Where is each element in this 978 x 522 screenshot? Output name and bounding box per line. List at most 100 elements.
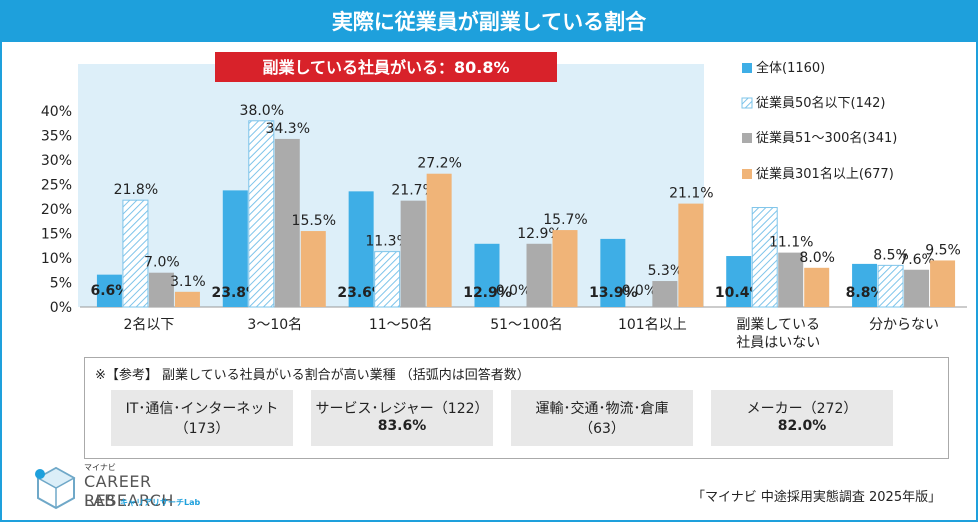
data-label: 8.8% [846,285,885,301]
legend-swatch [742,133,752,143]
data-label: 21.1% [669,186,713,202]
data-label: 7.6% [899,252,935,268]
data-label: 8.0% [799,250,835,266]
reference-item-count: （63） [579,421,625,437]
bar [552,230,578,307]
data-label: 27.2% [417,156,461,172]
reference-item-pct: 83.6% [377,418,427,434]
legend-swatch [741,97,753,109]
data-label: 3.1% [170,274,206,290]
x-tick-label: 分からない [869,317,939,333]
logo-sub-text: キャリアリサーチLab [120,498,201,507]
bar [904,269,930,307]
bar [474,243,500,307]
bar [300,231,326,307]
x-tick-label: 11～50名 [369,317,433,333]
y-tick-label: 15% [41,227,72,243]
data-label: 21.8% [114,182,158,198]
legend-swatch [742,63,752,73]
reference-item-count: （173） [174,421,230,437]
bar [778,252,804,307]
logo-line2: LAB [84,491,116,510]
bar [600,238,626,307]
highlight-label-bg [215,52,557,82]
bar [726,256,752,307]
y-tick-label: 20% [41,202,72,218]
data-label: 38.0% [240,103,284,119]
y-tick-label: 40% [41,104,72,120]
bar [426,173,452,307]
bar [852,263,878,307]
bar [348,191,374,307]
y-tick-label: 10% [41,251,72,267]
legend-label: 従業員51～300名(341) [756,130,897,146]
data-label: 12.9% [463,285,512,301]
legend-label: 従業員301名以上(677) [756,166,894,182]
y-tick-label: 0% [50,300,72,316]
x-tick-label: 51～100名 [490,317,563,333]
legend-label: 従業員50名以下(142) [756,95,886,111]
bar [122,199,149,308]
logo-small-text: マイナビ [84,463,116,472]
reference-item-it: IT･通信･インターネット （173） [111,390,293,446]
bar [930,260,956,307]
data-label: 15.7% [543,212,587,228]
y-tick-label: 5% [50,276,72,292]
data-label: 12.9% [517,226,561,242]
bar [222,190,248,307]
bar [526,243,552,307]
data-label: 11.3% [365,234,409,250]
data-label: 13.9% [589,285,638,301]
data-label: 21.7% [391,183,435,199]
x-tick-label: 3～10名 [247,317,302,333]
bar [96,274,122,307]
data-label: 7.0% [144,255,180,271]
data-label: 0.0% [622,283,658,299]
y-tick-label: 30% [41,153,72,169]
x-tick-label: 2名以下 [123,317,174,333]
x-tick-label: 101名以上 [618,317,687,333]
data-label: 23.6% [337,285,386,301]
reference-item-name: 運輸･交通･物流･倉庫 [535,401,669,417]
reference-item-name: サービス･レジャー（122） [315,401,489,417]
data-label: 0.0% [496,283,532,299]
data-label: 11.1% [769,235,813,251]
data-label: 15.5% [292,213,336,229]
career-research-lab-logo: マイナビ CAREER RESEARCH LAB キャリアリサーチLab [32,462,232,512]
bar [678,203,704,307]
y-tick-label: 25% [41,178,72,194]
bar [652,281,678,307]
bar [751,207,778,308]
source-note: 「マイナビ 中途採用実態調査 2025年版」 [692,490,942,505]
x-tick-label: 副業している [736,317,820,333]
logo-cube-icon [35,466,76,510]
data-label: 10.4% [715,285,764,301]
page-title: 実際に従業員が副業している割合 [2,2,976,42]
logo-line1: CAREER RESEARCH [84,472,174,510]
bar [174,291,200,307]
legend-label: 全体(1160) [756,60,825,76]
reference-item-transport: 運輸･交通･物流･倉庫 （63） [511,390,693,446]
bar [248,120,275,308]
reference-item-maker: メーカー（272） 82.0% [711,390,893,446]
reference-item-service: サービス･レジャー（122） 83.6% [311,390,493,446]
data-label: 5.3% [648,263,684,279]
reference-box: ※【参考】 副業している社員がいる割合が高い業種 （括弧内は回答者数） IT･通… [84,357,949,459]
reference-item-pct: 82.0% [777,418,827,434]
data-label: 34.3% [266,121,310,137]
bar-chart: 副業している社員がいる：80.8% 0% 5% 10% 15% 20% 25% 30% 35% 4… [41,52,967,351]
y-tick-label: 35% [41,129,72,145]
data-label: 6.6% [91,283,130,299]
bar [148,272,174,307]
reference-item-name: IT･通信･インターネット [125,401,279,417]
bar [374,251,401,308]
x-tick-label: 社員はいない [736,335,820,351]
data-label: 23.8% [211,285,260,301]
bar [804,267,830,307]
legend-swatch [742,169,752,179]
bar [400,200,426,307]
data-label: 9.5% [925,242,961,258]
highlight-label: 副業している社員がいる：80.8% [262,58,509,77]
bar [274,138,300,307]
